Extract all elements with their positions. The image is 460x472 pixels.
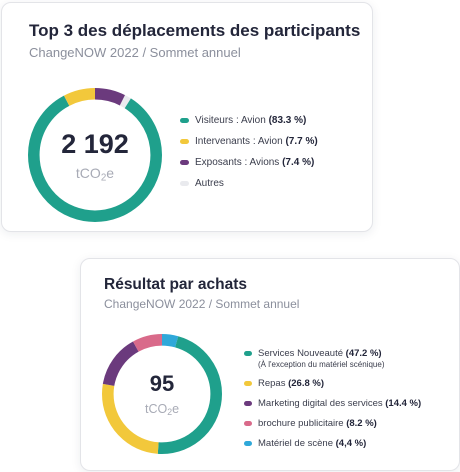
donut-slice bbox=[27, 87, 163, 223]
legend-swatch bbox=[244, 351, 252, 356]
legend-item: Exposants : Avions (7.4 %) bbox=[180, 156, 318, 177]
chart-legend: Services Nouveauté (47.2 %) (À l'exceptio… bbox=[244, 348, 421, 458]
legend-swatch bbox=[244, 441, 252, 446]
donut-chart: 95 tCO2e bbox=[101, 333, 223, 455]
legend-label: Exposants : Avions bbox=[195, 157, 280, 168]
legend-swatch bbox=[180, 181, 189, 186]
legend-swatch bbox=[244, 421, 252, 426]
total-value: 95 bbox=[149, 371, 175, 396]
donut-slice bbox=[101, 333, 223, 455]
purchases-emissions-card: Résultat par achats ChangeNOW 2022 / Som… bbox=[80, 258, 460, 471]
legend-item: Services Nouveauté (47.2 %) (À l'exceptio… bbox=[244, 348, 421, 370]
legend-value: (83.3 %) bbox=[268, 115, 307, 126]
card-subtitle: ChangeNOW 2022 / Sommet annuel bbox=[104, 297, 300, 311]
legend-value: (4,4 %) bbox=[335, 438, 367, 449]
travel-emissions-card: Top 3 des déplacements des participants … bbox=[1, 2, 373, 232]
card-subtitle: ChangeNOW 2022 / Sommet annuel bbox=[29, 45, 241, 60]
legend-label: Repas bbox=[258, 378, 286, 389]
card-title: Résultat par achats bbox=[104, 276, 247, 293]
legend-swatch bbox=[180, 139, 189, 144]
legend-value: (8.2 %) bbox=[346, 418, 377, 429]
legend-item: Matériel de scène (4,4 %) bbox=[244, 438, 421, 450]
donut-slice bbox=[101, 333, 223, 455]
legend-label: Matériel de scène bbox=[258, 438, 333, 449]
legend-note: (À l'exception du matériel scénique) bbox=[258, 360, 385, 369]
donut-slice bbox=[101, 333, 223, 455]
legend-swatch bbox=[180, 160, 189, 165]
legend-item: Marketing digital des services (14.4 %) bbox=[244, 398, 421, 410]
legend-label: Autres bbox=[195, 178, 224, 189]
legend-swatch bbox=[180, 118, 189, 123]
legend-item: Repas (26.8 %) bbox=[244, 378, 421, 390]
chart-legend: Visiteurs : Avion (83.3 %) Intervenants :… bbox=[180, 114, 318, 198]
legend-label: Visiteurs : Avion bbox=[195, 115, 266, 126]
total-unit: tCO2e bbox=[75, 165, 115, 184]
legend-value: (7.4 %) bbox=[282, 157, 315, 168]
total-value: 2 192 bbox=[61, 129, 129, 159]
legend-value: (26.8 %) bbox=[288, 378, 325, 389]
legend-swatch bbox=[244, 381, 252, 386]
legend-value: (7.7 %) bbox=[285, 136, 318, 147]
legend-value: (47.2 %) bbox=[345, 348, 382, 359]
legend-item: Visiteurs : Avion (83.3 %) bbox=[180, 114, 318, 135]
legend-value: (14.4 %) bbox=[385, 398, 422, 409]
legend-item: brochure publicitaire (8.2 %) bbox=[244, 418, 421, 430]
legend-swatch bbox=[244, 401, 252, 406]
legend-item: Autres bbox=[180, 177, 318, 198]
donut-svg bbox=[101, 333, 223, 455]
legend-label: Services Nouveauté bbox=[258, 348, 344, 359]
legend-label: Intervenants : Avion bbox=[195, 136, 283, 147]
total-unit: tCO2e bbox=[144, 402, 180, 418]
card-title: Top 3 des déplacements des participants bbox=[29, 21, 361, 40]
donut-chart: 2 192 tCO2e bbox=[27, 87, 163, 223]
donut-slice bbox=[27, 87, 163, 223]
donut-svg bbox=[27, 87, 163, 223]
legend-label: Marketing digital des services bbox=[258, 398, 383, 409]
legend-label: brochure publicitaire bbox=[258, 418, 344, 429]
legend-item: Intervenants : Avion (7.7 %) bbox=[180, 135, 318, 156]
